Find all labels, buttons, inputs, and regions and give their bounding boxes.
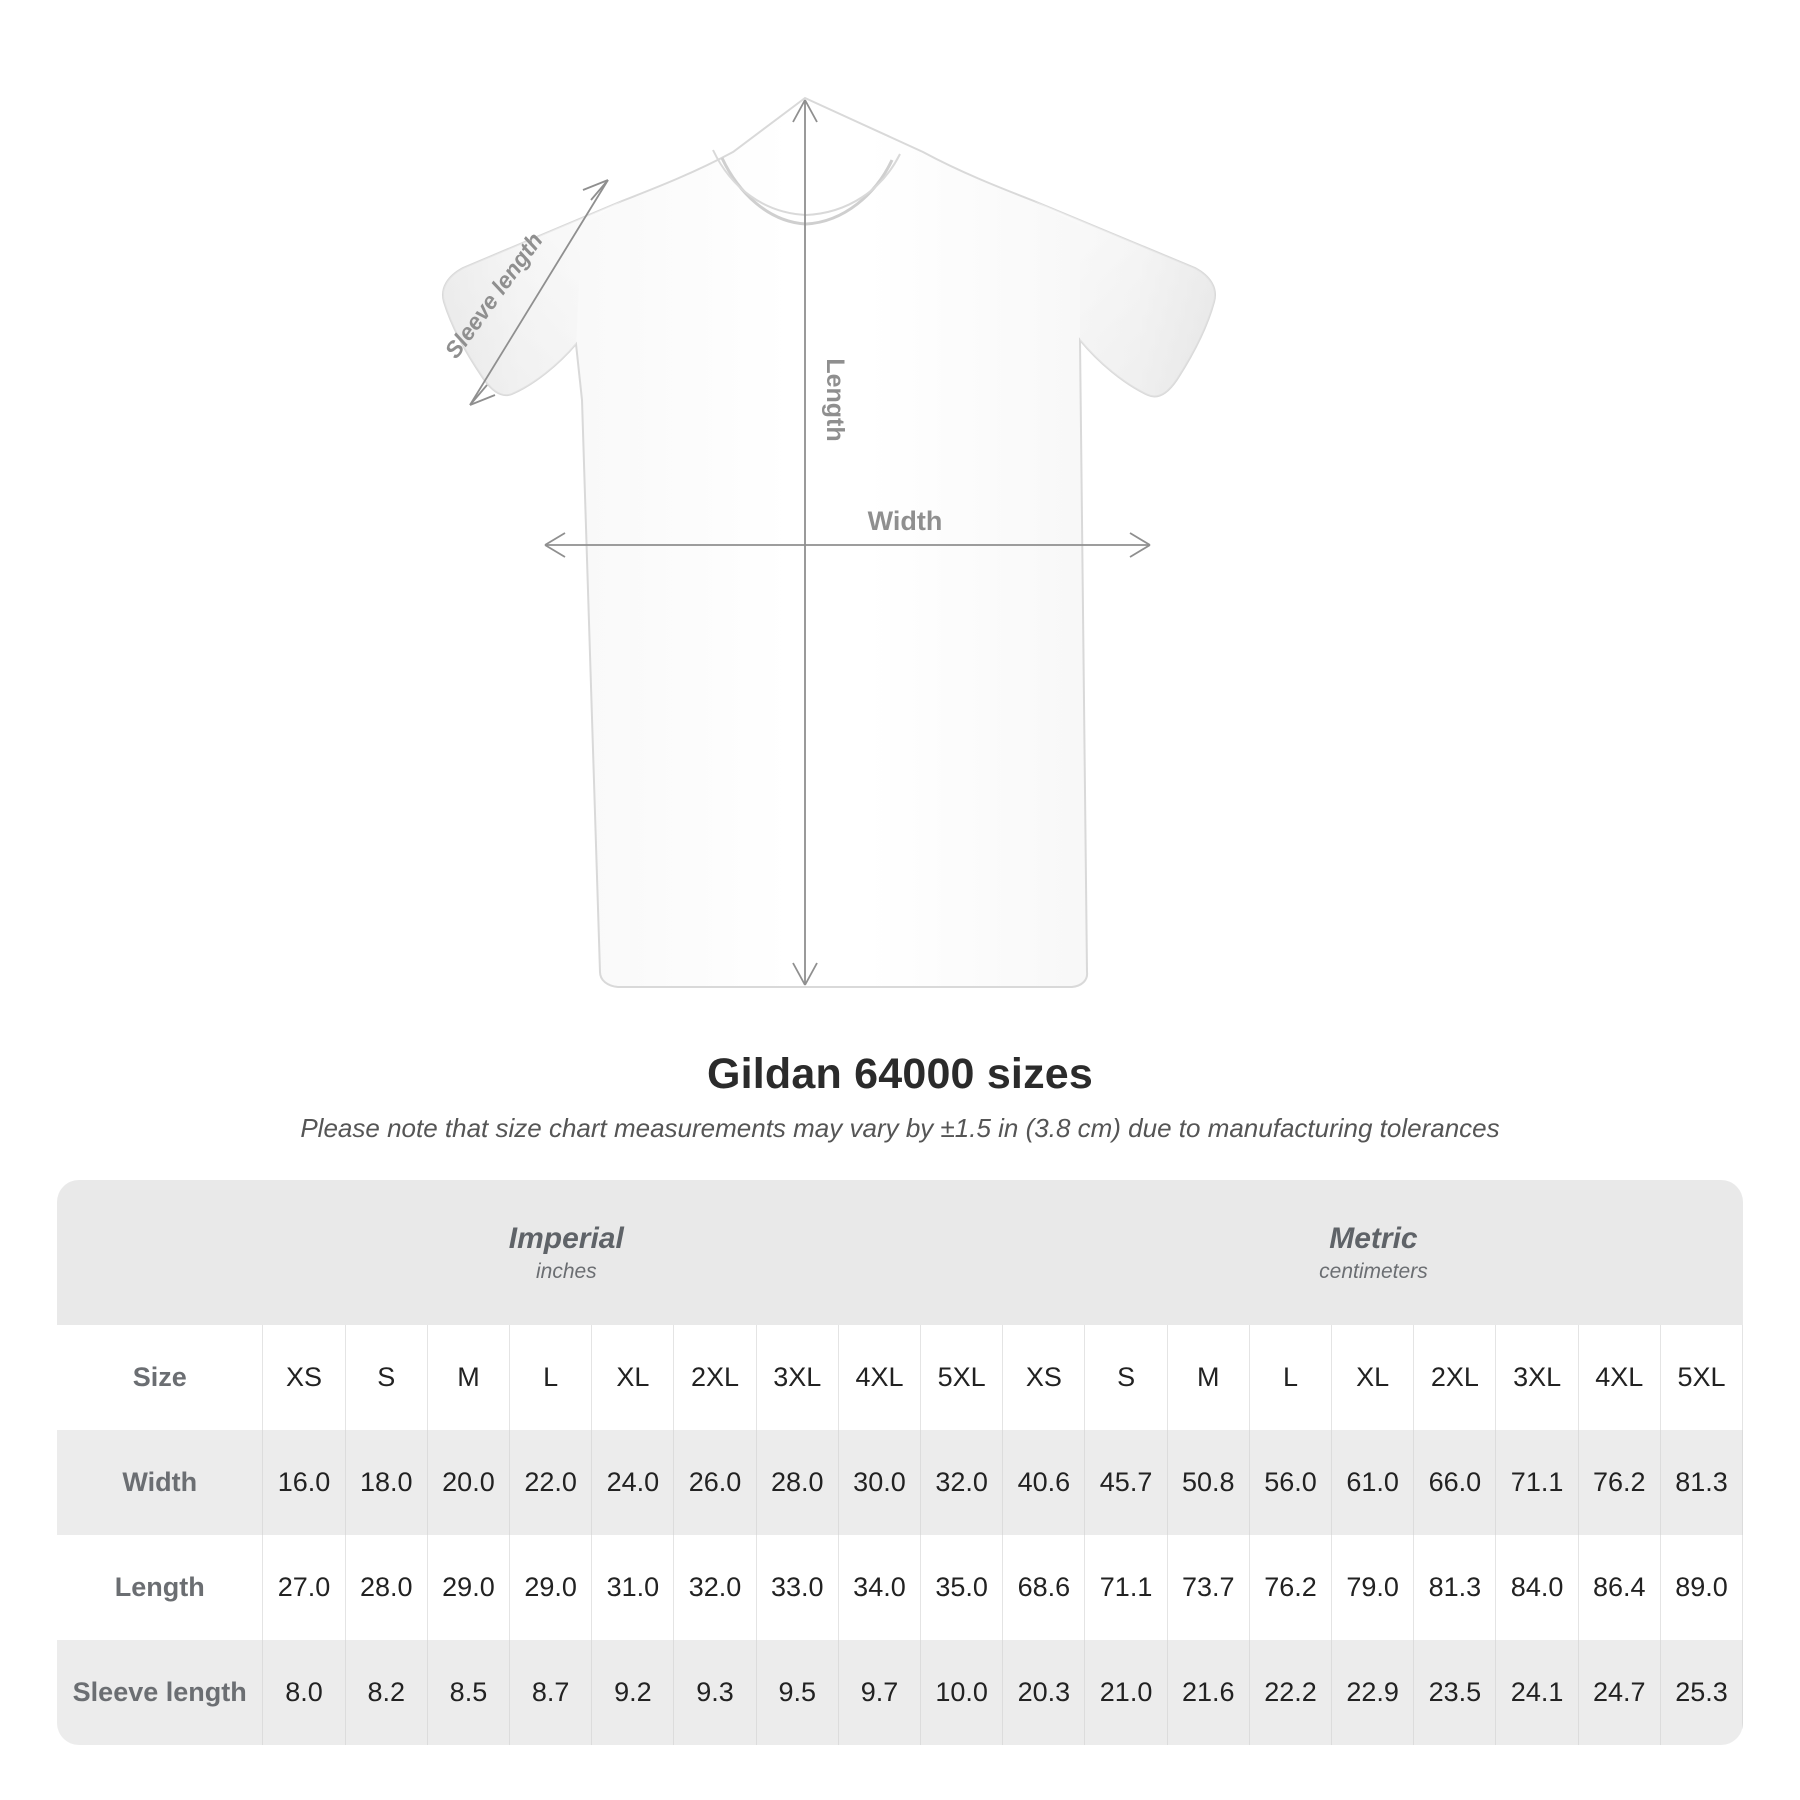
svg-text:Length: Length xyxy=(821,358,849,441)
svg-text:Width: Width xyxy=(868,506,943,536)
